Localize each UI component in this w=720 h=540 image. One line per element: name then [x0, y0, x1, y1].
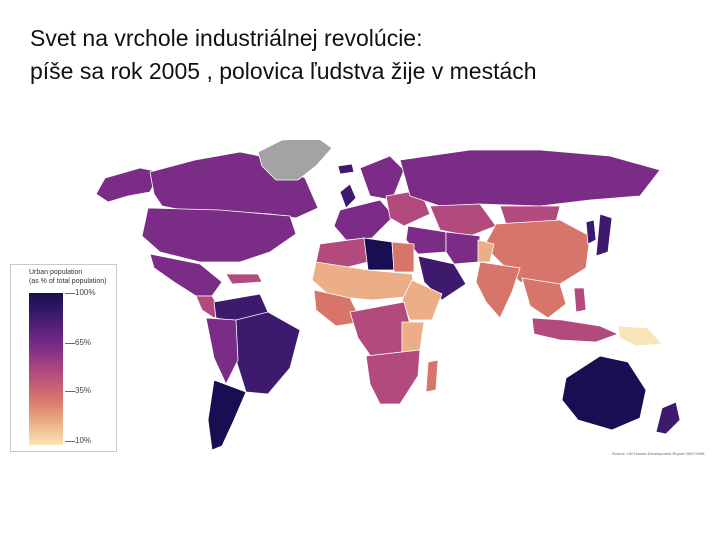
region-india	[475, 261, 521, 319]
region-southern-cone	[207, 379, 247, 451]
legend-tick-label: 65%	[75, 338, 92, 347]
region-greenland	[257, 140, 333, 181]
region-andean-region	[205, 317, 239, 385]
region-sahel	[311, 261, 417, 301]
region-central-asia	[429, 203, 497, 237]
region-alaska	[95, 167, 161, 203]
region-north-africa-west	[315, 237, 369, 271]
legend: Urban population (as % of total populati…	[10, 264, 117, 452]
region-russia	[399, 149, 661, 207]
region-iceland	[337, 163, 355, 175]
region-brazil	[235, 311, 301, 395]
source-note: Source: UN Human Development Report 2007…	[612, 451, 705, 456]
region-caribbean	[225, 273, 263, 285]
slide-title: Svet na vrchole industriálnej revolúcie:…	[30, 22, 710, 88]
region-philippines	[573, 287, 587, 313]
region-arabian-peninsula	[417, 255, 467, 301]
legend-tick-label: 35%	[75, 386, 92, 395]
legend-tick	[65, 391, 75, 392]
region-libya	[363, 237, 395, 271]
region-japan	[595, 213, 613, 257]
region-southeast-asia	[521, 277, 567, 319]
region-uk	[339, 183, 357, 209]
legend-tick	[65, 441, 75, 442]
legend-title-line-1: Urban population	[29, 269, 83, 276]
region-horn-of-africa	[401, 279, 443, 321]
region-southern-africa	[365, 349, 421, 405]
legend-tick	[65, 293, 75, 294]
region-west-africa	[313, 289, 363, 327]
region-middle-east	[405, 225, 447, 255]
legend-tick-label: 10%	[75, 436, 92, 445]
region-korea	[585, 219, 597, 245]
world-urbanization-map	[95, 140, 681, 451]
region-scandinavia	[359, 155, 405, 201]
legend-tick	[65, 343, 75, 344]
legend-color-bar	[29, 293, 63, 445]
region-usa	[141, 207, 297, 263]
region-australia	[561, 355, 647, 431]
region-madagascar	[425, 359, 439, 393]
legend-tick-label: 100%	[75, 288, 96, 297]
region-afghanistan	[477, 239, 495, 263]
region-indonesia	[531, 317, 620, 343]
region-central-africa	[349, 301, 411, 359]
region-egypt	[391, 241, 415, 273]
region-western-europe	[333, 199, 395, 241]
title-line-1: Svet na vrchole industriálnej revolúcie:	[30, 25, 423, 51]
title-line-2: píše sa rok 2005 , polovica ľudstva žije…	[30, 58, 537, 84]
region-new-zealand	[655, 401, 681, 435]
legend-title-line-2: (as % of total population)	[29, 278, 107, 285]
region-papua-new-guinea	[617, 325, 663, 347]
region-iran	[445, 231, 481, 265]
legend-title: Urban population (as % of total populati…	[29, 268, 106, 286]
